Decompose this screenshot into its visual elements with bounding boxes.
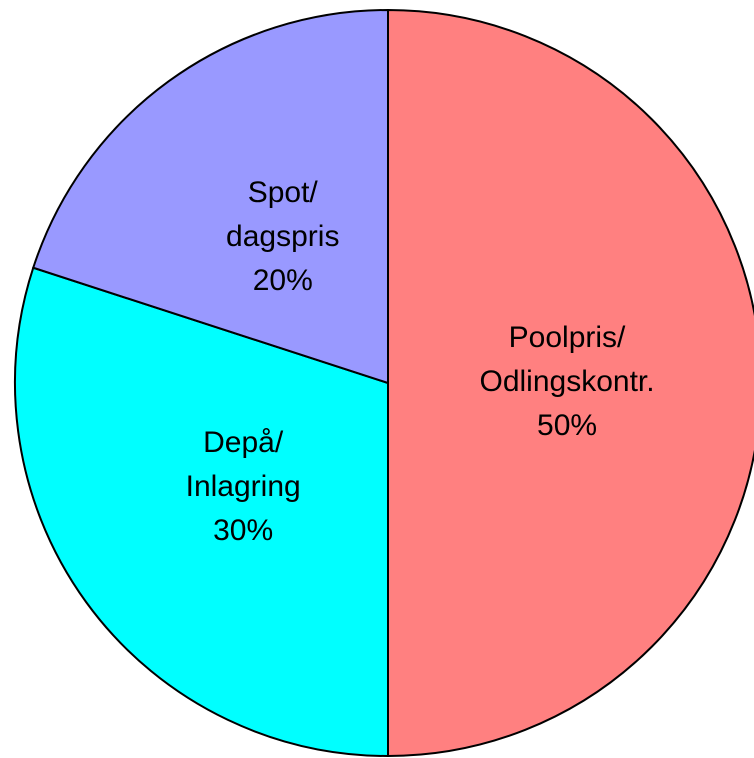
slice-label-line: Spot/: [248, 176, 319, 209]
slice-label: Spot/dagspris: [226, 176, 339, 253]
slice-label-line: Inlagring: [186, 470, 301, 503]
slice-label: Poolpris/Odlingskontr.: [479, 321, 654, 398]
slice-label-line: Odlingskontr.: [479, 365, 654, 398]
pie-slice: [31, 8, 389, 385]
slice-label-line: Depå/: [203, 426, 284, 459]
slice-label-line: dagspris: [226, 220, 339, 253]
value-label: 30%: [213, 514, 273, 547]
pie-slice: [387, 8, 754, 758]
slice-label: Depå/Inlagring: [186, 426, 301, 503]
value-label: 20%: [253, 264, 313, 297]
pie-slice: [14, 266, 389, 758]
value-label: 50%: [537, 409, 597, 442]
slice-label-line: Poolpris/: [509, 321, 626, 354]
